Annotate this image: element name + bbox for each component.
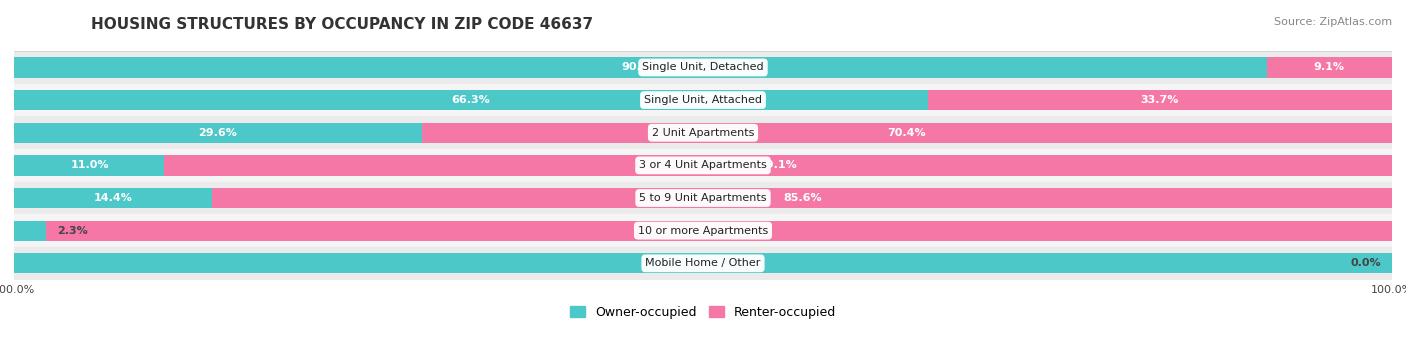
Text: Single Unit, Attached: Single Unit, Attached <box>644 95 762 105</box>
Bar <box>14 51 1392 84</box>
Text: Single Unit, Detached: Single Unit, Detached <box>643 62 763 73</box>
Bar <box>14 182 1392 214</box>
Text: 9.1%: 9.1% <box>1313 62 1344 73</box>
Bar <box>14 84 1392 116</box>
Text: Mobile Home / Other: Mobile Home / Other <box>645 258 761 268</box>
Text: 97.7%: 97.7% <box>699 226 738 236</box>
Text: 33.7%: 33.7% <box>1140 95 1180 105</box>
Text: 0.0%: 0.0% <box>1350 258 1381 268</box>
Text: 89.1%: 89.1% <box>759 160 797 170</box>
Legend: Owner-occupied, Renter-occupied: Owner-occupied, Renter-occupied <box>565 301 841 324</box>
Bar <box>14 247 1392 280</box>
Text: 90.9%: 90.9% <box>621 62 659 73</box>
Text: 10 or more Apartments: 10 or more Apartments <box>638 226 768 236</box>
Text: 29.6%: 29.6% <box>198 128 238 138</box>
Bar <box>46 221 1392 241</box>
Bar <box>928 90 1392 110</box>
Bar <box>212 188 1392 208</box>
Bar <box>14 253 1392 273</box>
Text: 66.3%: 66.3% <box>451 95 491 105</box>
Text: HOUSING STRUCTURES BY OCCUPANCY IN ZIP CODE 46637: HOUSING STRUCTURES BY OCCUPANCY IN ZIP C… <box>91 17 593 32</box>
Text: 14.4%: 14.4% <box>94 193 132 203</box>
Text: 11.0%: 11.0% <box>70 160 110 170</box>
Bar <box>422 123 1392 143</box>
Bar <box>14 214 1392 247</box>
Text: 70.4%: 70.4% <box>887 128 927 138</box>
Bar <box>14 90 928 110</box>
Text: 2 Unit Apartments: 2 Unit Apartments <box>652 128 754 138</box>
Bar <box>14 123 422 143</box>
Bar <box>14 188 212 208</box>
Bar <box>165 155 1392 176</box>
Bar <box>14 149 1392 182</box>
Text: 100.0%: 100.0% <box>681 258 725 268</box>
Bar <box>14 57 1267 78</box>
Text: 5 to 9 Unit Apartments: 5 to 9 Unit Apartments <box>640 193 766 203</box>
Text: 85.6%: 85.6% <box>783 193 821 203</box>
Bar <box>14 155 166 176</box>
Text: Source: ZipAtlas.com: Source: ZipAtlas.com <box>1274 17 1392 27</box>
Bar <box>14 221 46 241</box>
Bar <box>1267 57 1392 78</box>
Text: 3 or 4 Unit Apartments: 3 or 4 Unit Apartments <box>640 160 766 170</box>
Text: 2.3%: 2.3% <box>56 226 87 236</box>
Bar <box>14 116 1392 149</box>
